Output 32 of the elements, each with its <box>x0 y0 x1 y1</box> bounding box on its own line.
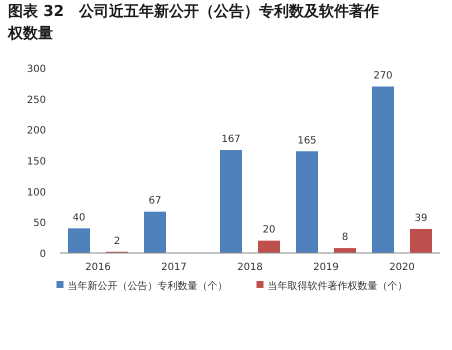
data-label: 165 <box>297 135 317 146</box>
data-label: 39 <box>414 212 428 224</box>
data-label: 270 <box>373 70 393 82</box>
chart-title: 图表 32 公司近五年新公开（公告）专利数及软件著作权数量 <box>7 2 380 42</box>
bar <box>68 228 90 253</box>
data-label: 67 <box>148 196 162 207</box>
y-tick-label: 50 <box>33 218 46 230</box>
y-tick-label: 100 <box>26 187 46 198</box>
legend-label: 当年取得软件著作权数量（个） <box>268 280 408 292</box>
x-tick-label: 2016 <box>85 262 111 273</box>
bar <box>258 240 280 253</box>
bar <box>220 150 242 253</box>
data-label: 167 <box>221 134 241 146</box>
y-tick-label: 250 <box>26 94 46 106</box>
x-tick-label: 2020 <box>389 262 415 273</box>
x-tick-label: 2018 <box>237 262 263 273</box>
data-label: 2 <box>114 236 120 247</box>
y-tick-label: 200 <box>26 126 46 137</box>
data-label: 40 <box>72 212 86 224</box>
bar <box>144 212 166 253</box>
data-label: 8 <box>342 232 348 244</box>
bar <box>372 86 394 253</box>
bar <box>296 151 318 253</box>
legend-label: 当年新公开（公告）专利数量（个） <box>68 280 228 292</box>
bar <box>410 228 432 253</box>
x-tick-label: 2019 <box>313 262 339 273</box>
y-tick-label: 300 <box>26 64 46 75</box>
y-tick-label: 150 <box>26 156 46 168</box>
y-tick-label: 0 <box>40 249 46 260</box>
data-label: 20 <box>262 224 276 236</box>
x-tick-label: 2017 <box>161 262 187 273</box>
bar <box>334 248 356 253</box>
